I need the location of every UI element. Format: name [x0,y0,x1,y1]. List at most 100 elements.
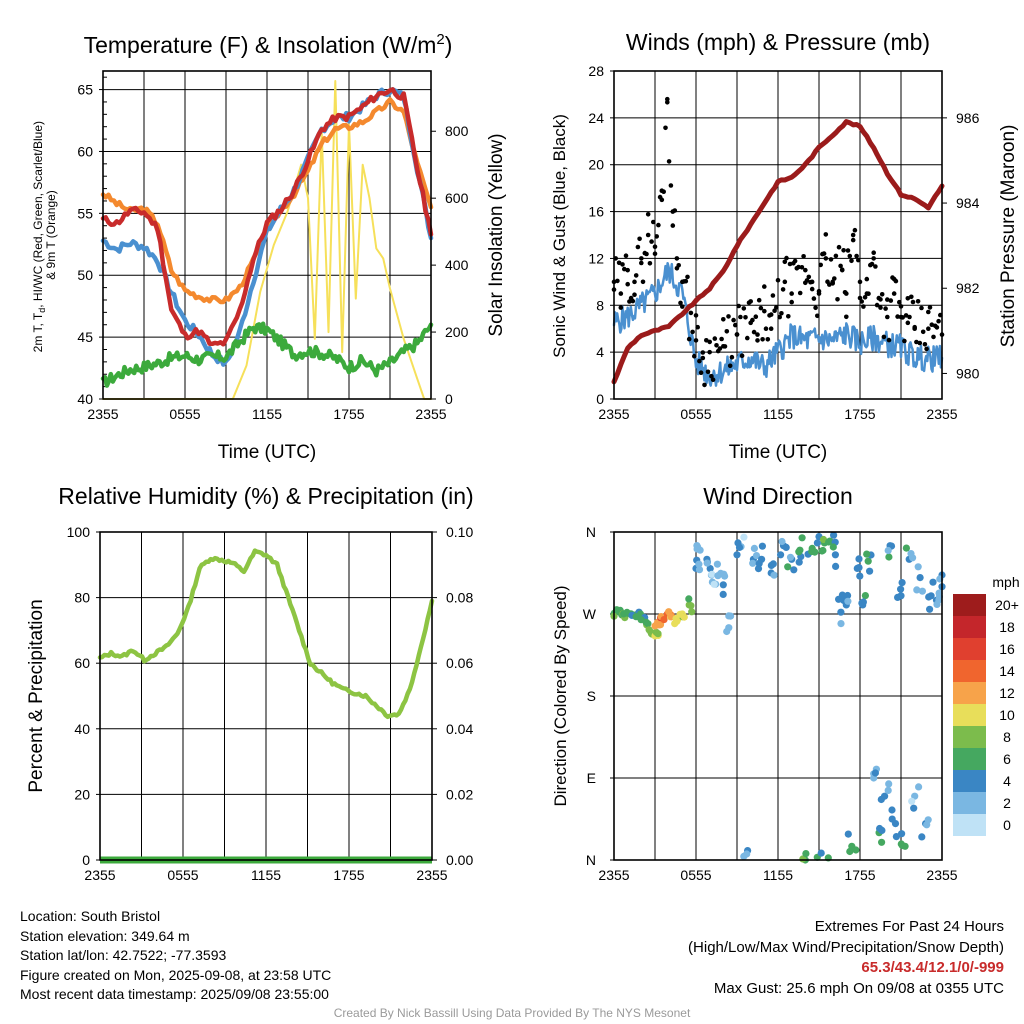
gust-point [891,291,897,296]
gust-point [818,262,823,268]
direction-point [844,597,852,605]
insolation-line [102,80,432,400]
direction-point [708,570,716,578]
y2-tick-label: 986 [956,110,980,126]
gust-point [797,290,803,296]
y-tick-label: N [586,524,596,540]
gust-point [618,291,624,296]
gust-point [909,294,914,300]
gust-point [792,258,798,264]
gust-point [733,322,738,328]
direction-point [918,833,926,841]
legend-swatch [953,770,986,792]
gust-point [897,299,902,305]
legend-swatch [953,616,986,638]
legend-label: 12 [999,685,1015,701]
gust-point [637,236,642,242]
gust-point [854,253,859,259]
gust-point [809,286,815,292]
gust-point [758,305,764,311]
gust-point [709,373,714,379]
y2-tick-label: 400 [445,257,469,273]
info-location: Location: South Bristol [20,908,161,924]
legend-swatch [953,594,986,616]
gust-point [724,329,730,334]
gust-point [762,284,767,289]
gust-point [833,253,839,259]
direction-point [844,830,852,838]
wind-panel-title: Winds (mph) & Pressure (mb) [626,29,930,55]
credit-line: Created By Nick Bassill Using Data Provi… [333,1006,691,1020]
y-tick-label: 40 [74,721,90,737]
gust-point [839,267,845,273]
direction-point [838,591,847,599]
y-tick-label: S [587,688,596,704]
gust-point [835,297,840,302]
direction-point [645,626,653,634]
gust-point [756,297,762,303]
dewpoint-line [100,321,434,388]
gust-point [683,278,689,284]
y-tick-label: N [586,852,596,868]
gust-point [885,314,890,320]
direction-point [825,538,833,546]
gust-point [861,304,866,309]
gust-point [712,336,718,341]
direction-point [885,553,893,561]
gust-point [811,296,817,301]
gust-point [859,299,864,304]
y2-tick-label: 0.04 [446,721,473,737]
direction-point [778,537,786,546]
direction-point [888,806,896,814]
x-tick-label: 2355 [926,406,957,422]
extremes-values: 65.3/43.4/12.1/0/-999 [861,959,1004,976]
gust-point [748,299,753,304]
gust-point [748,320,753,326]
y-tick-label: 24 [588,110,604,126]
direction-point [915,783,923,791]
gust-point [738,314,743,320]
gust-point [920,329,926,335]
y-tick-label: 12 [588,250,604,266]
gust-point [710,377,716,383]
gust-point [763,326,769,332]
y2-tick-label: 0.02 [446,786,473,802]
legend-label: 0 [1003,817,1011,833]
gust-point [678,300,683,306]
direction-point [913,586,921,594]
gust-point [879,292,885,297]
direction-point [918,587,927,595]
gust-point [721,343,726,349]
direction-point [687,602,695,610]
gust-point [700,355,706,361]
gust-point [640,279,646,285]
legend-label: 10 [999,707,1015,723]
x-tick-label: 1155 [251,867,281,883]
direction-point [713,560,722,568]
x-tick-label: 2355 [926,867,957,883]
direction-point [898,579,906,587]
gust-point [782,279,788,285]
gust-point [685,274,690,280]
direction-point [703,559,711,567]
y-tick-label: 20 [74,786,90,802]
y-tick-label: E [587,770,596,786]
direction-point [818,547,826,555]
legend-swatch [953,726,986,748]
direction-point [914,563,922,571]
gust-point [645,232,651,238]
gust-point [630,298,636,304]
gust-point [841,248,846,253]
gust-point [731,317,736,323]
gust-point [912,326,917,332]
gust-point [736,303,741,309]
direction-point [784,563,792,571]
y-tick-label: 28 [588,63,604,79]
y2-tick-label: 0.10 [446,524,473,540]
gust-point [623,253,629,258]
direction-point [935,596,943,604]
gust-point [695,324,700,330]
direction-point [735,543,744,552]
gust-point [639,256,644,261]
x-tick-label: 1755 [844,867,875,883]
